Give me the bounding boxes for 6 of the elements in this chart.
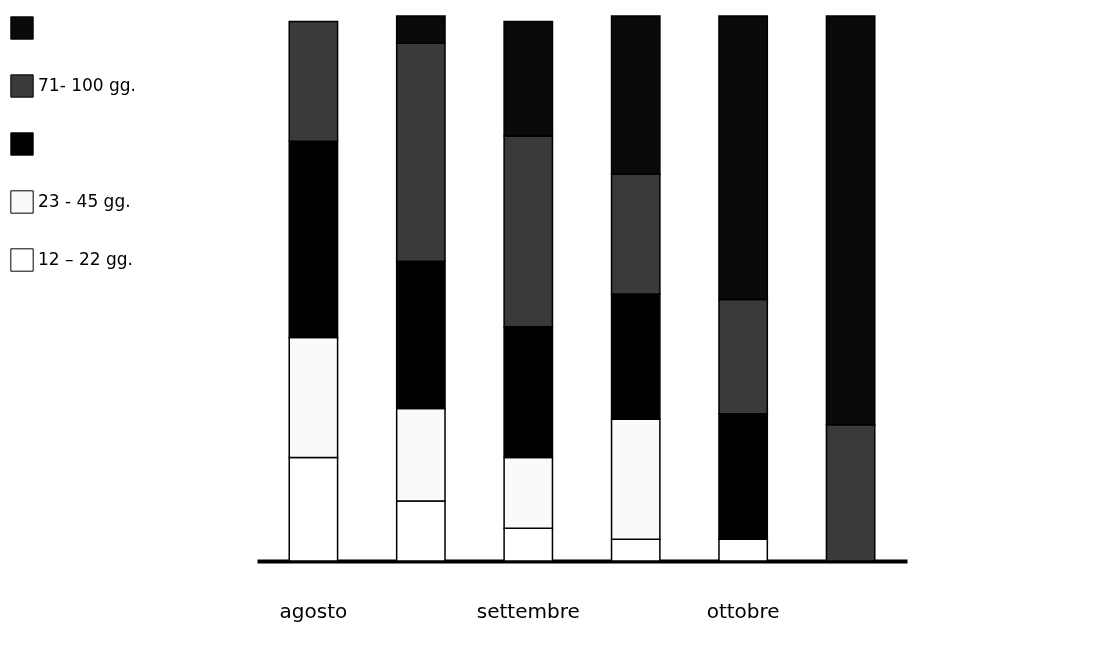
- legend-label: 12 – 22 gg.: [38, 249, 133, 269]
- x-tick-label: agosto: [279, 598, 348, 623]
- legend-label: 23 - 45 gg.: [38, 191, 131, 211]
- x-tick-label: ottobre: [706, 598, 780, 623]
- x-tick-label: settembre: [476, 598, 580, 623]
- legend-label: 71- 100 gg.: [38, 75, 137, 95]
